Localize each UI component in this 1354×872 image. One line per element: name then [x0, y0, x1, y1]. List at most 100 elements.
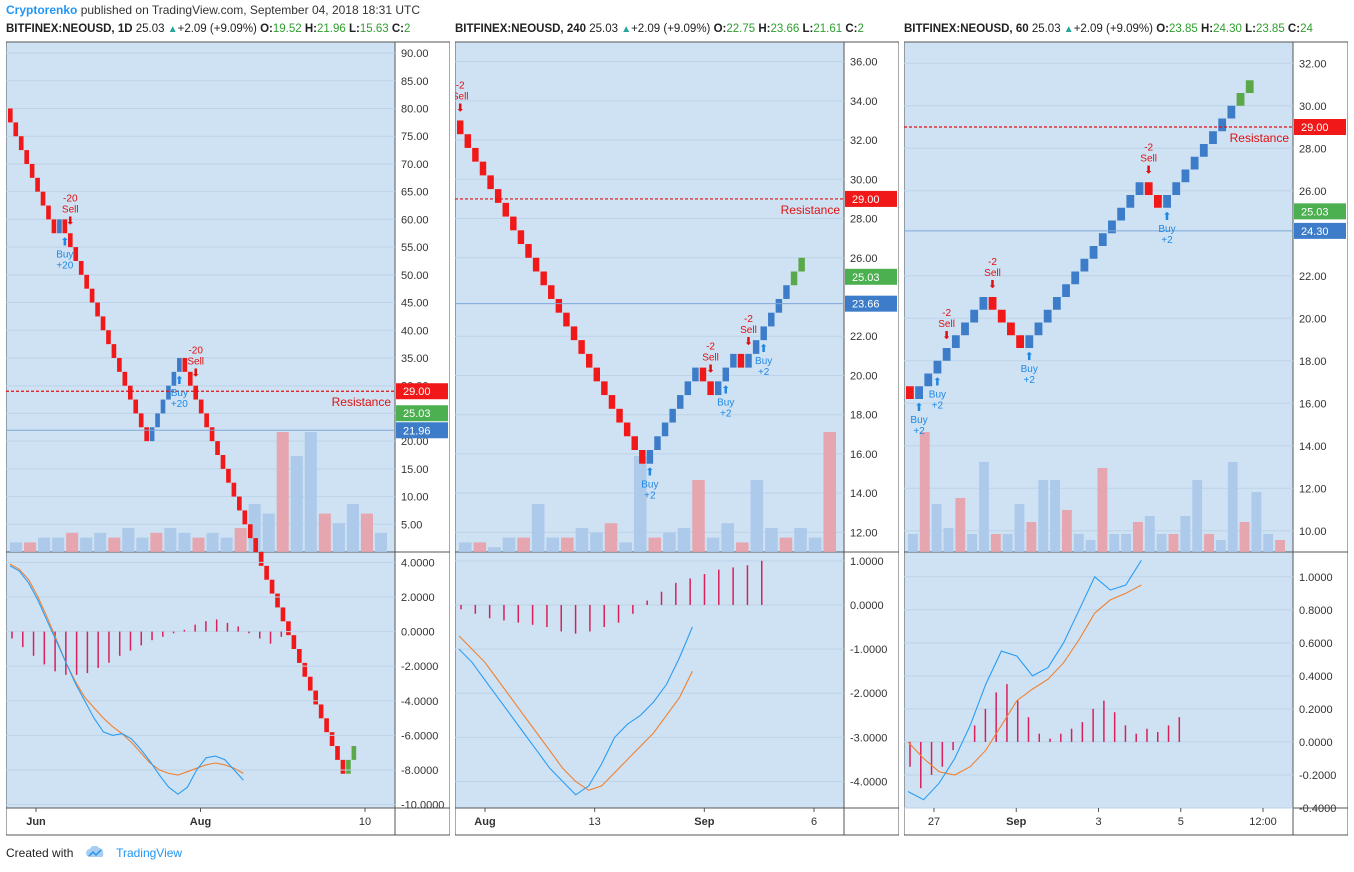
renko-brick [623, 422, 631, 437]
price-tick-label: 70.00 [401, 159, 429, 171]
renko-brick [242, 510, 248, 525]
volume-bar [1014, 504, 1025, 552]
renko-brick [1199, 144, 1208, 157]
macd-tick-label: 1.0000 [1299, 572, 1333, 584]
renko-brick [906, 386, 914, 399]
chart-panel-1d[interactable]: BITFINEX:NEOUSD, 1D 25.03 ▲+2.09 (+9.09%… [6, 18, 450, 838]
renko-brick [601, 381, 608, 396]
price-tick-label: 18.00 [1299, 356, 1327, 368]
up-triangle-icon: ▲ [1063, 24, 1074, 35]
volume-bar [1050, 480, 1060, 552]
volume-bar [735, 542, 749, 552]
renko-brick [1071, 271, 1080, 285]
renko-brick [297, 649, 302, 663]
chart-svg[interactable]: 90.00 85.00 80.00 75.00 70.00 65.00 60.00 55.00… [6, 18, 450, 838]
volume-bar [943, 528, 954, 552]
volume-bar [633, 456, 647, 552]
renko-brick [646, 450, 654, 464]
buy-arrow-icon: ⬆ [759, 343, 768, 355]
price-tick-label: 12.00 [850, 527, 878, 539]
volume-bar [192, 537, 205, 552]
macd-pane-bg [455, 552, 844, 808]
renko-brick [1062, 284, 1070, 297]
macd-tick-label: -0.4000 [1299, 803, 1336, 815]
signal-label-sell: Sell [702, 352, 719, 363]
macd-tick-label: -1.0000 [850, 644, 887, 656]
resistance-label: Resistance [332, 395, 392, 409]
renko-brick [318, 704, 324, 719]
tradingview-link[interactable]: TradingView [116, 846, 183, 860]
resistance-label: Resistance [1230, 131, 1290, 145]
renko-brick [40, 191, 46, 206]
signal-label-sell: Sell [938, 319, 955, 330]
chart-svg[interactable]: 32.00 30.00 28.00 26.00 22.00 20.00 18.00 16.00… [904, 18, 1348, 838]
price-pane-bg [6, 42, 395, 552]
price-tick-label: 32.00 [850, 135, 878, 147]
volume-bar [677, 528, 691, 552]
renko-brick [722, 367, 729, 382]
renko-brick [1117, 207, 1126, 221]
volume-bar [360, 513, 373, 552]
renko-brick [209, 427, 215, 442]
volume-bar [332, 523, 345, 552]
price-tag-text: 23.66 [852, 299, 880, 311]
price-tick-label: 30.00 [850, 174, 878, 186]
time-tick-label: 27 [928, 816, 940, 828]
volume-bar [318, 513, 331, 552]
publish-info: published on TradingView.com, September … [80, 3, 421, 17]
renko-brick [111, 344, 117, 358]
signal-qty: -2 [1144, 142, 1153, 153]
renko-brick [752, 340, 760, 354]
renko-brick [684, 381, 692, 396]
signal-label-buy: Buy [755, 356, 772, 367]
signal-qty: +2 [758, 367, 770, 378]
renko-brick [51, 219, 57, 234]
high-value: 24.30 [1213, 23, 1242, 35]
volume-bar [1038, 480, 1049, 552]
renko-brick [280, 607, 286, 622]
resistance-label: Resistance [781, 203, 841, 217]
renko-brick [548, 285, 555, 299]
volume-bar [931, 504, 942, 552]
volume-bar [663, 532, 676, 552]
macd-signal-line [907, 584, 1142, 776]
sell-arrow-icon: ⬇ [66, 215, 75, 227]
renko-brick [35, 177, 40, 192]
up-triangle-icon: ▲ [621, 24, 632, 35]
macd-tick-label: 1.0000 [850, 556, 884, 568]
volume-bar [990, 534, 1001, 552]
high-value: 23.66 [770, 23, 800, 35]
macd-tick-label: -8.0000 [401, 765, 438, 777]
chart-frame [904, 41, 1348, 836]
macd-pane-bg [904, 552, 1293, 808]
volume-bar [1204, 534, 1214, 552]
panel-legend: BITFINEX:NEOUSD, 240 25.03 ▲+2.09 (+9.09… [455, 23, 864, 35]
price-tick-label: 18.00 [850, 410, 878, 422]
signal-label-buy: Buy [717, 397, 734, 408]
volume-bar [1026, 522, 1037, 552]
volume-bar [206, 532, 219, 552]
author-link[interactable]: Cryptorenko [6, 3, 78, 17]
chart-svg[interactable]: 36.0034.0032.0030.0028.0026.0022.0020.00… [455, 18, 899, 838]
signal-label-buy: Buy [171, 388, 188, 399]
macd-tick-label: -0.2000 [1299, 770, 1336, 782]
price-tick-label: 14.00 [1299, 441, 1327, 453]
renko-brick [578, 340, 585, 354]
volume-bar [108, 537, 121, 552]
macd-tick-label: 2.0000 [401, 592, 435, 604]
chart-panel-240[interactable]: BITFINEX:NEOUSD, 240 25.03 ▲+2.09 (+9.09… [455, 18, 899, 838]
price-tag [396, 405, 448, 422]
renko-brick [768, 312, 775, 327]
last-price: 25.03 [1031, 23, 1061, 35]
volume-bar [1109, 534, 1120, 552]
last-price: 25.03 [135, 23, 165, 35]
macd-tick-label: -6.0000 [401, 730, 438, 742]
volume-bar [66, 532, 79, 552]
footer: Created with TradingView [6, 845, 183, 861]
time-tick-label: 10 [359, 816, 371, 828]
price-tick-label: 35.00 [401, 353, 429, 365]
volume-bar [561, 537, 574, 552]
renko-brick [340, 759, 346, 774]
renko-brick [155, 413, 160, 428]
chart-panel-60[interactable]: BITFINEX:NEOUSD, 60 25.03 ▲+2.09 (+9.09%… [904, 18, 1348, 838]
